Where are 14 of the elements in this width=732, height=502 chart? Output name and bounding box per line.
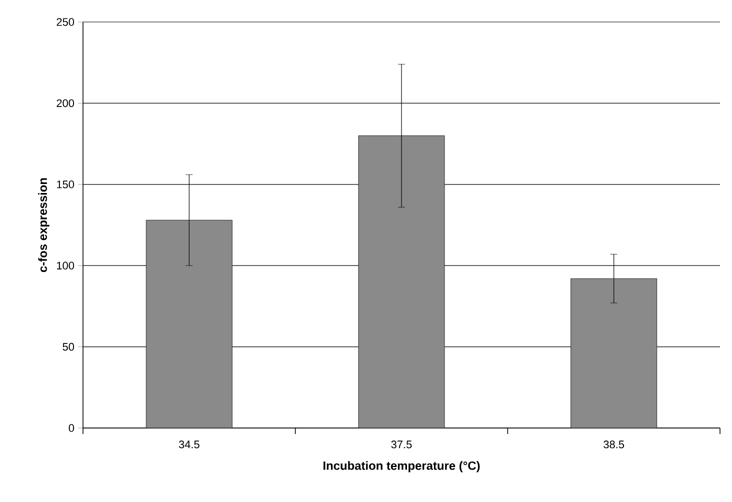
y-axis-title: c-fos expression bbox=[38, 178, 50, 272]
y-tick-label: 250 bbox=[56, 18, 74, 26]
bar bbox=[146, 220, 232, 428]
y-tick-label: 50 bbox=[62, 342, 74, 351]
bar bbox=[358, 135, 445, 428]
x-axis-title: Incubation temperature (°C) bbox=[324, 461, 480, 472]
y-tick-label: 150 bbox=[57, 180, 74, 188]
bar bbox=[570, 278, 658, 428]
y-tick-label: 200 bbox=[56, 99, 74, 108]
x-tick-label: 37.5 bbox=[391, 440, 412, 448]
y-tick-label: 100 bbox=[57, 262, 74, 270]
y-tick-label: 0 bbox=[68, 424, 74, 432]
x-tick-label: 34.5 bbox=[178, 440, 200, 448]
x-tick-label: 38.5 bbox=[604, 440, 624, 448]
